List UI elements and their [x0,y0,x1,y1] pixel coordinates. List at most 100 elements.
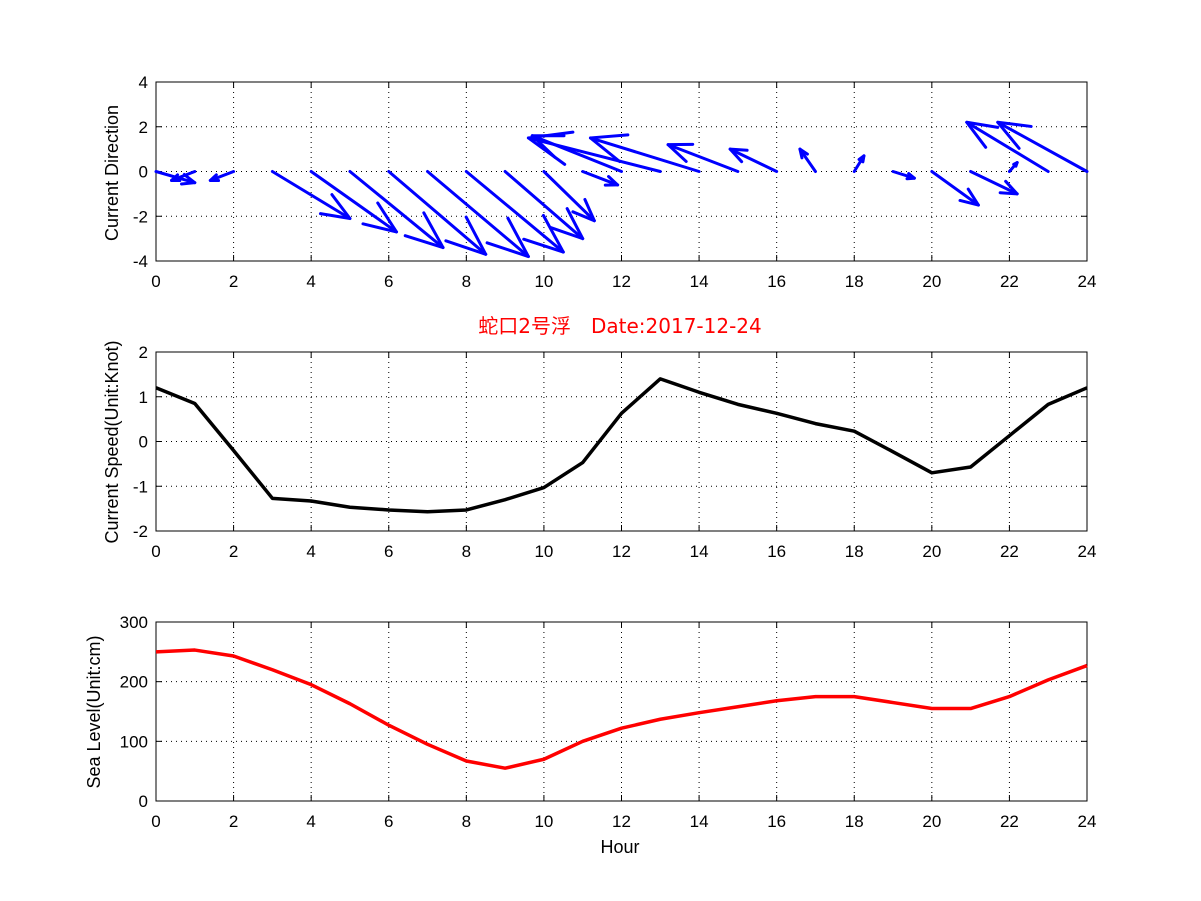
direction-ytick-label: 2 [139,118,148,137]
sea-level-ytick-label: 100 [120,732,148,751]
sea-level-frame [155,621,1088,802]
chart-title: 蛇口2号浮 Date:2017-12-24 [478,314,762,338]
sea-level-ytick-label: 0 [139,792,148,811]
speed-xtick-label: 12 [612,542,631,561]
current-arrow [426,170,530,259]
arrow-shaft [666,143,740,173]
direction-xtick-label: 14 [690,272,709,291]
speed-xtick-label: 10 [534,542,553,561]
current-arrow [969,170,1019,196]
speed-ytick-label: -2 [133,522,148,541]
ylabel-speed: Current Speed(Unit:Knot) [102,340,122,543]
direction-xtick-label: 22 [1000,272,1019,291]
ylabel-sea-level: Sea Level(Unit:cm) [84,635,104,788]
arrow-head [958,187,980,207]
sea-level-xtick-label: 16 [767,812,786,831]
current-arrow [309,170,399,234]
current-arrow [798,147,817,173]
sea-level-xtick-label: 4 [306,812,315,831]
sea-level-xtick-label: 18 [845,812,864,831]
direction-ytick-label: -4 [133,252,148,271]
sea-level-xtick-label: 8 [462,812,471,831]
speed-xtick-label: 22 [1000,542,1019,561]
arrow-head [180,173,197,186]
arrow-shaft [503,170,585,241]
arrow-shaft [526,136,662,173]
arrow-shaft [996,120,1089,173]
sea-level-xtick-label: 14 [690,812,709,831]
direction-ytick-label: 4 [139,73,148,92]
arrow-shaft [309,170,399,234]
arrow-head [571,197,596,223]
speed-xtick-label: 2 [229,542,238,561]
direction-xtick-label: 16 [767,272,786,291]
speed-ytick-label: 2 [139,343,148,362]
current-arrow [581,170,620,187]
arrow-head [996,120,1033,150]
current-arrow [542,170,596,223]
arrow-head [728,147,749,164]
direction-xtick-label: 12 [612,272,631,291]
arrow-head [998,179,1019,196]
speed-ytick-label: 1 [139,388,148,407]
arrow-shaft [969,170,1019,196]
arrow-shaft [542,170,596,223]
current-arrow [666,142,740,173]
current-arrow [588,133,701,173]
current-arrow [348,170,445,250]
speed-xtick-label: 0 [151,542,160,561]
arrow-shaft [426,170,530,259]
arrow-head [588,133,630,164]
arrow-shaft [930,170,980,207]
current-arrow [387,170,488,256]
arrow-shaft [387,170,488,256]
arrow-head [403,211,445,250]
direction-xtick-label: 8 [462,272,471,291]
speed-xtick-label: 14 [690,542,709,561]
current-arrow [891,170,916,181]
sea-level-ytick-label: 300 [120,613,148,632]
arrow-head [170,173,182,183]
ylabel-direction: Current Direction [102,105,122,241]
arrow-shaft [170,170,197,182]
sea-level-xtick-label: 20 [922,812,941,831]
sea-level-xtick-label: 10 [534,812,553,831]
speed-xtick-label: 8 [462,542,471,561]
direction-xtick-label: 18 [845,272,864,291]
arrow-shaft [464,170,565,254]
arrow-shaft [208,170,236,182]
speed-xtick-label: 16 [767,542,786,561]
speed-ytick-label: -1 [133,477,148,496]
current-arrow [270,170,352,220]
current-arrow [852,154,866,173]
speed-xtick-label: 18 [845,542,864,561]
arrow-head [1012,161,1019,168]
sea-level-xtick-label: 2 [229,812,238,831]
speed-xtick-label: 4 [306,542,315,561]
direction-xtick-label: 20 [922,272,941,291]
arrow-head [798,147,809,160]
arrow-shaft [348,170,445,250]
arrow-shaft [728,147,779,173]
arrow-head [666,142,695,163]
current-arrow [965,120,1050,173]
arrow-head [526,130,575,166]
sea-level-series-line [155,648,1088,770]
arrow-shaft [581,170,620,187]
direction-xtick-label: 10 [534,272,553,291]
direction-ytick-label: -2 [133,207,148,226]
speed-xtick-label: 20 [922,542,941,561]
arrow-head [208,173,221,183]
arrow-shaft [965,120,1050,173]
arrow-head [444,215,488,256]
current-arrow [170,170,197,183]
arrow-head [905,172,916,181]
arrow-shaft [270,170,352,220]
current-arrow [526,130,662,173]
arrow-head [318,193,352,220]
direction-xtick-label: 4 [306,272,315,291]
direction-xtick-label: 0 [151,272,160,291]
